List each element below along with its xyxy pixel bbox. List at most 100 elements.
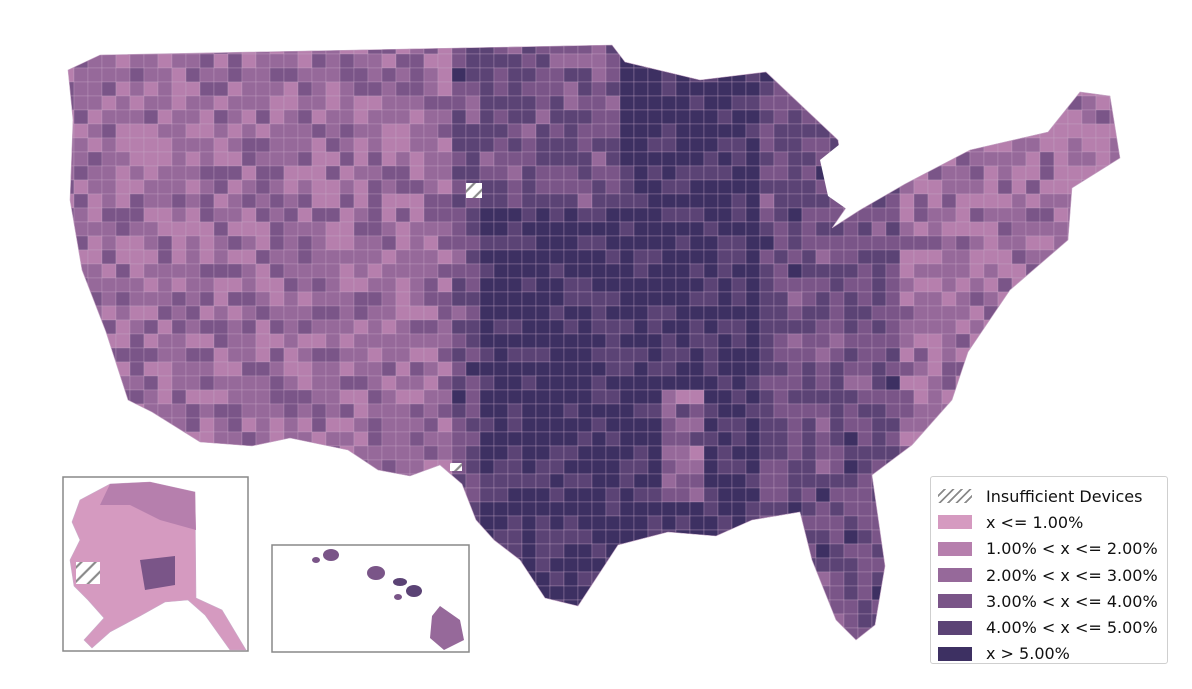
county xyxy=(255,473,271,489)
county xyxy=(745,45,761,55)
county xyxy=(1011,263,1027,279)
county xyxy=(591,151,607,167)
county xyxy=(68,81,75,97)
county xyxy=(885,445,901,461)
county xyxy=(549,459,565,475)
county xyxy=(983,277,999,293)
county xyxy=(115,95,131,111)
county xyxy=(241,165,257,181)
county xyxy=(255,585,271,601)
county xyxy=(1095,305,1111,321)
county xyxy=(297,109,313,125)
county xyxy=(605,277,621,293)
county xyxy=(787,487,803,503)
county xyxy=(773,501,789,517)
county xyxy=(1025,319,1041,335)
county xyxy=(1011,207,1027,223)
county xyxy=(661,417,677,433)
county xyxy=(241,361,257,377)
county xyxy=(157,277,173,293)
county xyxy=(717,207,733,223)
county xyxy=(479,571,495,587)
county xyxy=(1067,375,1083,391)
county xyxy=(927,151,943,167)
county xyxy=(255,263,271,279)
county xyxy=(563,375,579,391)
county xyxy=(563,585,579,601)
county xyxy=(423,417,439,433)
county xyxy=(787,375,803,391)
county xyxy=(311,319,327,335)
county xyxy=(703,123,719,139)
county xyxy=(535,515,551,531)
county xyxy=(997,67,1013,83)
county xyxy=(493,347,509,363)
county xyxy=(815,305,831,321)
county xyxy=(830,642,844,656)
county xyxy=(1039,95,1055,111)
county xyxy=(297,417,313,433)
county xyxy=(479,193,495,209)
county xyxy=(899,45,915,55)
county xyxy=(353,291,369,307)
county xyxy=(73,305,89,321)
county xyxy=(465,45,481,55)
county xyxy=(1025,431,1041,447)
county xyxy=(913,375,929,391)
county xyxy=(87,81,103,97)
county xyxy=(1124,138,1138,152)
county xyxy=(381,445,397,461)
county xyxy=(227,165,243,181)
county xyxy=(689,431,705,447)
county xyxy=(367,95,383,111)
county xyxy=(283,109,299,125)
county xyxy=(1039,179,1055,195)
county xyxy=(591,109,607,125)
county xyxy=(843,501,859,517)
county xyxy=(255,599,271,615)
county xyxy=(507,81,523,97)
county xyxy=(1095,151,1111,167)
county xyxy=(745,417,761,433)
county xyxy=(941,45,957,55)
county xyxy=(577,45,593,55)
county xyxy=(395,67,411,83)
county xyxy=(101,277,117,293)
county xyxy=(899,207,915,223)
county xyxy=(1039,347,1055,363)
county xyxy=(731,417,747,433)
county xyxy=(969,193,985,209)
county xyxy=(549,291,565,307)
legend-item: 2.00% < x <= 3.00% xyxy=(938,562,1159,588)
county xyxy=(731,571,747,587)
county xyxy=(143,165,159,181)
county xyxy=(829,403,845,419)
county xyxy=(1081,361,1097,377)
county xyxy=(759,557,775,573)
county xyxy=(941,137,957,153)
county xyxy=(633,235,649,251)
county xyxy=(885,543,901,559)
county xyxy=(339,137,355,153)
county xyxy=(731,473,747,489)
county xyxy=(353,109,369,125)
county xyxy=(227,249,243,265)
county xyxy=(549,627,565,640)
county xyxy=(339,235,355,251)
county xyxy=(101,445,117,461)
county xyxy=(969,263,985,279)
county xyxy=(395,319,411,335)
county xyxy=(409,305,425,321)
county xyxy=(171,445,187,461)
county xyxy=(689,45,705,55)
county xyxy=(941,389,957,405)
county xyxy=(675,613,691,629)
county xyxy=(451,277,467,293)
county xyxy=(521,221,537,237)
county xyxy=(1081,319,1097,335)
county xyxy=(1124,166,1138,180)
county xyxy=(157,389,173,405)
county xyxy=(913,529,929,545)
county xyxy=(1081,95,1097,111)
county xyxy=(647,473,663,489)
